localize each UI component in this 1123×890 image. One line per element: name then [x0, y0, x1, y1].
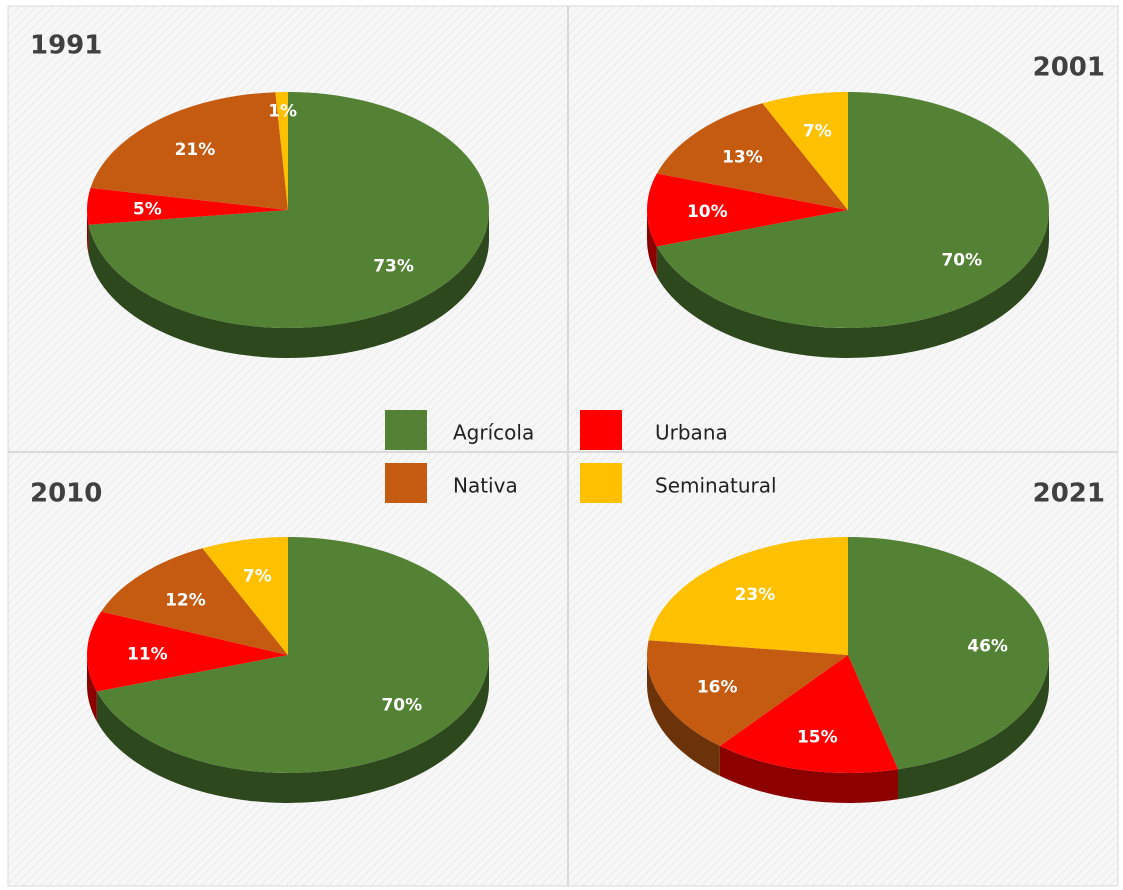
- data-label: 1%: [268, 102, 297, 122]
- pie-sides: [647, 655, 1049, 803]
- slice: [648, 537, 848, 655]
- legend-label: Agrícola: [453, 421, 534, 445]
- data-label: 11%: [127, 644, 168, 664]
- legend-swatch: [385, 410, 427, 450]
- slice: [719, 655, 898, 773]
- data-label: 70%: [941, 251, 982, 271]
- slice: [90, 92, 288, 210]
- pie-title: 2010: [30, 479, 102, 509]
- legend: Agrícola Urbana Nativa Seminatural: [385, 410, 777, 503]
- data-label: 73%: [373, 257, 414, 277]
- pie-sides: [87, 210, 489, 359]
- pie-title: 2001: [1033, 53, 1105, 83]
- slice-side: [719, 745, 898, 803]
- pie-sides: [87, 655, 489, 803]
- slice: [647, 173, 848, 247]
- legend-swatch: [385, 463, 427, 503]
- data-label: 5%: [133, 199, 162, 219]
- pie-title: 2021: [1033, 479, 1105, 509]
- slice: [96, 537, 490, 774]
- pie-title: 1991: [30, 31, 102, 61]
- slice: [88, 92, 489, 328]
- slice-side: [96, 655, 489, 803]
- data-label: 7%: [803, 121, 832, 141]
- slice: [656, 103, 848, 210]
- slice: [87, 611, 288, 692]
- data-label: 16%: [697, 677, 738, 697]
- data-label: 23%: [735, 585, 776, 605]
- data-label: 13%: [722, 147, 763, 167]
- legend-swatch: [580, 463, 622, 503]
- pie-sides: [647, 210, 1049, 358]
- slice: [647, 640, 848, 746]
- data-label: 10%: [687, 202, 728, 222]
- slice: [848, 537, 1049, 770]
- legend-swatch: [580, 410, 622, 450]
- slice-side: [88, 210, 489, 359]
- data-label: 21%: [175, 140, 216, 160]
- slice-side: [87, 655, 97, 722]
- slice-side: [87, 210, 89, 255]
- slice-side: [647, 655, 720, 776]
- legend-label: Nativa: [453, 474, 518, 498]
- slice-side: [647, 210, 657, 277]
- legend-label: Urbana: [655, 421, 728, 445]
- slice: [656, 92, 1049, 328]
- slice: [101, 548, 288, 655]
- slice: [275, 92, 288, 210]
- slice: [202, 537, 288, 655]
- legend-label: Seminatural: [655, 474, 777, 498]
- slice-side: [656, 210, 1049, 358]
- data-label: 12%: [165, 590, 206, 610]
- data-label: 70%: [381, 696, 422, 716]
- slice-side: [897, 655, 1049, 800]
- slice: [762, 92, 848, 210]
- data-label: 7%: [243, 566, 272, 586]
- data-label: 15%: [797, 728, 838, 748]
- pies: 1991 73% 5% 21% 1% 2001 70% 10% 13% 7% 2010 70% 11% 1…: [30, 31, 1105, 803]
- slice: [87, 187, 288, 225]
- data-label: 46%: [967, 637, 1008, 657]
